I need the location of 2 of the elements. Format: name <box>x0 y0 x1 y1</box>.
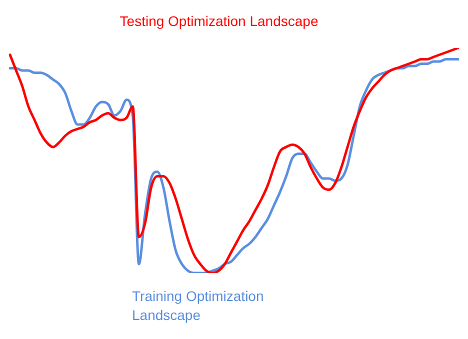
text: Testing Optimization Landscape <box>120 13 318 29</box>
series-label: Training Optimization Landscape <box>132 288 264 323</box>
